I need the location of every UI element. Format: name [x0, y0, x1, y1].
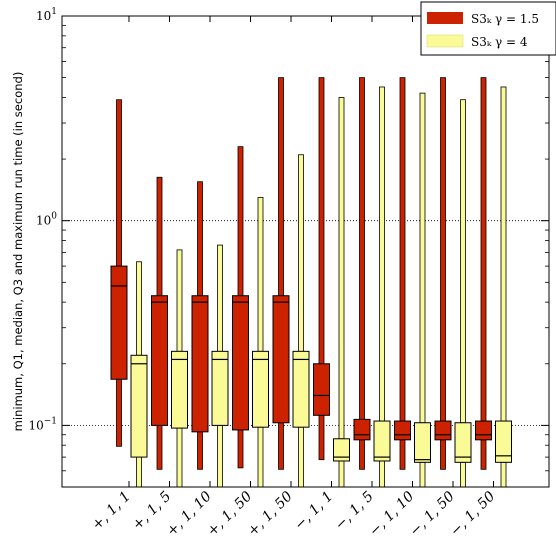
- whisker-lower: [278, 422, 284, 470]
- whisker-upper: [116, 99, 122, 267]
- y-tick-label: 10−1: [28, 416, 57, 432]
- whisker-lower: [338, 460, 345, 488]
- box-iqr: [495, 420, 512, 463]
- box-gamma-4: [171, 249, 188, 488]
- whisker-lower: [359, 439, 365, 470]
- legend-swatch: [426, 34, 464, 48]
- box-iqr: [313, 363, 330, 416]
- box-iqr: [373, 420, 391, 462]
- whisker-upper: [399, 77, 406, 422]
- whisker-lower: [379, 460, 385, 488]
- box-gamma-1-5: [353, 77, 371, 470]
- box-iqr: [272, 295, 290, 424]
- box-gamma-4: [333, 97, 350, 488]
- box-gamma-1-5: [313, 77, 330, 461]
- whisker-lower: [440, 439, 446, 470]
- box-gamma-4: [373, 86, 391, 488]
- box-iqr: [475, 420, 492, 441]
- whisker-upper: [419, 92, 426, 424]
- box-gamma-4: [252, 196, 269, 488]
- y-tick-label: 100: [36, 212, 57, 228]
- box-gamma-1-5: [394, 77, 411, 470]
- y-tick-label: 101: [36, 7, 57, 23]
- box-gamma-4: [292, 154, 310, 488]
- box-iqr: [434, 420, 452, 441]
- whisker-upper: [136, 261, 142, 356]
- box-iqr: [414, 422, 431, 463]
- whisker-upper: [480, 77, 487, 422]
- whisker-upper: [217, 244, 223, 352]
- whisker-upper: [176, 249, 183, 352]
- whisker-lower: [460, 461, 466, 488]
- box-iqr: [211, 350, 229, 426]
- legend-swatch: [427, 12, 463, 24]
- whisker-lower: [399, 439, 406, 470]
- legend-label: S3ₖ γ = 4: [471, 35, 528, 49]
- whisker-lower: [156, 424, 163, 470]
- box-gamma-4: [211, 244, 229, 488]
- box-layer: [110, 77, 512, 488]
- whisker-lower: [257, 426, 264, 488]
- box-iqr: [191, 295, 209, 433]
- whisker-upper: [197, 181, 203, 297]
- whisker-lower: [217, 424, 223, 488]
- whisker-lower: [197, 431, 203, 470]
- box-gamma-1-5: [191, 181, 209, 470]
- whisker-upper: [156, 176, 163, 297]
- box-gamma-4: [130, 261, 148, 488]
- whisker-lower: [480, 439, 487, 470]
- box-gamma-1-5: [434, 77, 452, 470]
- box-iqr: [232, 295, 249, 431]
- whisker-lower: [500, 461, 507, 488]
- whisker-lower: [176, 427, 183, 488]
- whisker-upper: [298, 154, 304, 352]
- whisker-lower: [116, 378, 122, 447]
- box-gamma-4: [495, 86, 512, 488]
- box-gamma-1-5: [110, 99, 128, 447]
- whisker-lower: [237, 429, 244, 469]
- box-iqr: [151, 295, 168, 426]
- box-iqr: [292, 350, 310, 428]
- box-iqr: [110, 265, 128, 380]
- y-axis-label: minimum, Q1, median, Q3 and maximum run …: [11, 72, 25, 432]
- box-iqr: [333, 438, 350, 462]
- whisker-upper: [440, 77, 446, 422]
- whisker-upper: [257, 196, 264, 352]
- whisker-upper: [338, 97, 345, 440]
- whisker-upper: [460, 99, 466, 424]
- whisker-upper: [500, 86, 507, 422]
- whisker-upper: [278, 77, 284, 297]
- box-iqr: [171, 350, 188, 429]
- whisker-lower: [318, 414, 325, 461]
- whisker-upper: [318, 77, 325, 365]
- legend-label: S3ₖ γ = 1.5: [471, 12, 539, 26]
- box-iqr: [252, 350, 269, 428]
- whisker-lower: [298, 426, 304, 488]
- box-iqr: [394, 420, 411, 441]
- whisker-lower: [419, 461, 426, 488]
- plot-frame: [61, 15, 550, 488]
- box-iqr: [130, 354, 148, 458]
- legend: S3ₖ γ = 1.5 S3ₖ γ = 4: [420, 1, 556, 56]
- box-gamma-1-5: [151, 176, 168, 470]
- whisker-upper: [359, 77, 365, 420]
- whisker-lower: [136, 456, 142, 488]
- box-gamma-1-5: [475, 77, 492, 470]
- box-iqr: [353, 418, 371, 441]
- box-gamma-1-5: [232, 146, 249, 469]
- whisker-upper: [237, 146, 244, 297]
- box-gamma-1-5: [272, 77, 290, 470]
- box-iqr: [454, 422, 472, 463]
- whisker-upper: [379, 86, 385, 422]
- box-gamma-4: [454, 99, 472, 488]
